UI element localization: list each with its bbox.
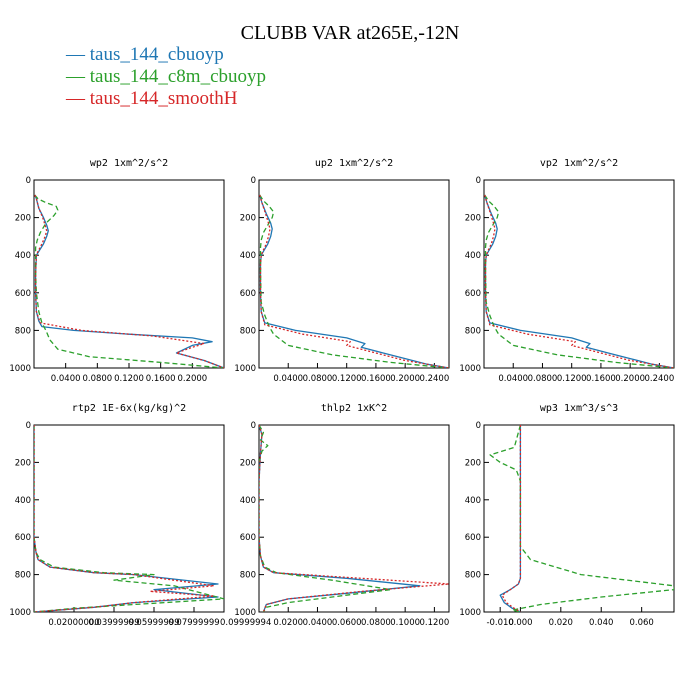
panel-2-xtick-label: 0.0800	[303, 374, 333, 384]
panel-6-xtick-label: 0.040	[589, 618, 613, 628]
panel-4-ytick-label: 200	[15, 458, 31, 468]
panel-1-ytick-label: 1000	[9, 364, 31, 374]
panel-5-ytick-label: 0	[251, 421, 256, 431]
panel-2-ytick-label: 1000	[234, 364, 256, 374]
panel-1-xtick-label: 0.1600	[146, 374, 176, 384]
panel-3-xtick-label: 0.0800	[528, 374, 558, 384]
panel-5-ytick-label: 400	[240, 496, 256, 506]
panel-3-ytick-label: 1000	[459, 364, 481, 374]
panel-4-series-taus_144_smoothH	[34, 425, 214, 612]
panel-3-xtick-label: 0.0400	[498, 374, 528, 384]
panel-3-series-taus_144_c8m_cbuoyp	[485, 195, 674, 368]
panel-4-ytick-label: 800	[15, 571, 31, 581]
panel-1-ytick-label: 400	[15, 251, 31, 261]
panel-4-title: rtp2 1E-6x(kg/kg)^2	[72, 403, 186, 414]
panel-2-ytick-label: 800	[240, 326, 256, 336]
panel-1-title: wp2 1xm^2/s^2	[90, 158, 168, 169]
panel-3-series-taus_144_cbuoyp	[485, 195, 674, 368]
panel-5-xtick-label: 0.1000	[390, 618, 420, 628]
panel-4-ytick-label: 600	[15, 533, 31, 543]
panel-1-xtick-label: 0.1200	[114, 374, 144, 384]
panel-5-xtick-label: 0.0800	[361, 618, 391, 628]
panel-1-ytick-label: 800	[15, 326, 31, 336]
panel-6-xtick-label: 0.000	[508, 618, 532, 628]
panel-5-ytick-label: 1000	[234, 608, 256, 618]
panel-1-frame	[34, 180, 224, 368]
panel-2-series-taus_144_cbuoyp	[260, 195, 449, 368]
panel-2-ytick-label: 600	[240, 289, 256, 299]
panel-3-ytick-label: 400	[465, 251, 481, 261]
panel-1-xtick-label: 0.2000	[177, 374, 207, 384]
panel-1-ytick-label: 0	[26, 176, 31, 186]
panel-5-series-taus_144_cbuoyp	[259, 425, 420, 612]
panel-6-frame	[484, 425, 674, 612]
panel-6-ytick-label: 0	[476, 421, 481, 431]
panel-3-xtick-label: 0.1200	[557, 374, 587, 384]
panel-3-xtick-label: 0.2000	[615, 374, 645, 384]
panel-6-title: wp3 1xm^3/s^3	[540, 403, 618, 414]
panel-1-xtick-label: 0.0800	[82, 374, 112, 384]
panel-1-ytick-label: 600	[15, 289, 31, 299]
panel-3-xtick-label: 0.2400	[645, 374, 675, 384]
panel-5-series-taus_144_c8m_cbuoyp	[259, 425, 391, 612]
panel-3-ytick-label: 800	[465, 326, 481, 336]
panel-2-ytick-label: 200	[240, 214, 256, 224]
panel-6-xtick-label: 0.020	[549, 618, 573, 628]
panel-4-xtick-label: 0.07999999	[168, 618, 219, 628]
panel-6-ytick-label: 1000	[459, 608, 481, 618]
chart-panels: wp2 1xm^2/s^2020040060080010000.0400 0.08…	[0, 0, 700, 700]
panel-2-ytick-label: 400	[240, 251, 256, 261]
panel-2-series-taus_144_smoothH	[260, 195, 449, 368]
panel-3-series-taus_144_smoothH	[485, 195, 674, 368]
panel-4-ytick-label: 0	[26, 421, 31, 431]
panel-6-ytick-label: 800	[465, 571, 481, 581]
panel-3-ytick-label: 200	[465, 214, 481, 224]
panel-4-series-taus_144_c8m_cbuoyp	[34, 425, 224, 612]
panel-2-xtick-label: 0.1600	[361, 374, 391, 384]
panel-1-xtick-label: 0.0400	[51, 374, 81, 384]
panel-6-ytick-label: 600	[465, 533, 481, 543]
panel-4-ytick-label: 1000	[9, 608, 31, 618]
panel-4-series-taus_144_cbuoyp	[34, 425, 218, 612]
panel-3-title: vp2 1xm^2/s^2	[540, 158, 618, 169]
panel-2-xtick-label: 0.2400	[420, 374, 450, 384]
panel-1-series-taus_144_smoothH	[35, 195, 224, 368]
panel-2-title: up2 1xm^2/s^2	[315, 158, 393, 169]
panel-3-xtick-label: 0.1600	[586, 374, 616, 384]
panel-4-frame	[34, 425, 224, 612]
panel-6-ytick-label: 200	[465, 458, 481, 468]
panel-5-ytick-label: 200	[240, 458, 256, 468]
panel-3-ytick-label: 0	[476, 176, 481, 186]
panel-1-ytick-label: 200	[15, 214, 31, 224]
panel-5-xtick-label: 0.1200	[420, 618, 450, 628]
panel-3-ytick-label: 600	[465, 289, 481, 299]
panel-5-ytick-label: 800	[240, 571, 256, 581]
panel-4-xtick-label: 0.09999994	[220, 618, 271, 628]
panel-5-ytick-label: 600	[240, 533, 256, 543]
panel-2-xtick-label: 0.1200	[332, 374, 362, 384]
panel-2-xtick-label: 0.0400	[273, 374, 303, 384]
panel-5-xtick-label: 0.0600	[332, 618, 362, 628]
panel-6-ytick-label: 400	[465, 496, 481, 506]
panel-2-xtick-label: 0.2000	[390, 374, 420, 384]
panel-2-series-taus_144_c8m_cbuoyp	[260, 195, 449, 368]
panel-2-ytick-label: 0	[251, 176, 256, 186]
panel-5-xtick-label: 0.0400	[303, 618, 333, 628]
panel-6-xtick-label: 0.060	[629, 618, 653, 628]
panel-5-xtick-label: 0.0200	[273, 618, 303, 628]
panel-4-ytick-label: 400	[15, 496, 31, 506]
panel-5-title: thlp2 1xK^2	[321, 403, 387, 414]
